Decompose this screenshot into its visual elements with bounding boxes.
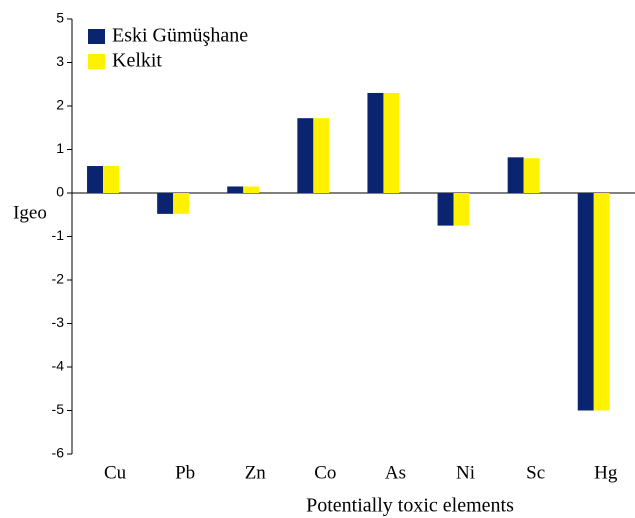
bar xyxy=(437,193,454,226)
x-tick-label: As xyxy=(385,462,406,483)
bar xyxy=(297,118,314,193)
bar xyxy=(367,92,384,193)
y-tick-label: -5 xyxy=(52,401,65,417)
y-tick-label: -4 xyxy=(52,358,65,374)
y-tick-label: 3 xyxy=(56,53,64,69)
y-axis-label: Igeo xyxy=(13,202,47,223)
bar xyxy=(383,92,400,193)
bar xyxy=(577,193,594,411)
bar xyxy=(523,158,540,193)
bar xyxy=(593,193,610,411)
bar xyxy=(87,166,104,193)
bar xyxy=(173,193,190,214)
x-tick-label: Hg xyxy=(594,462,618,483)
x-tick-label: Co xyxy=(314,462,336,483)
x-tick-label: Cu xyxy=(104,462,127,483)
x-tick-label: Pb xyxy=(175,462,195,483)
y-tick-label: -6 xyxy=(52,445,65,461)
legend-swatch xyxy=(88,29,105,44)
y-tick-label: -1 xyxy=(52,227,65,243)
x-tick-label: Sc xyxy=(526,462,545,483)
y-tick-label: -2 xyxy=(52,271,65,287)
legend-swatch xyxy=(88,54,105,69)
x-tick-label: Ni xyxy=(456,462,475,483)
x-axis-label: Potentially toxic elements xyxy=(306,495,514,517)
bar xyxy=(227,186,244,193)
y-tick-label: 5 xyxy=(56,10,64,26)
y-tick-label: 2 xyxy=(56,97,64,113)
bar xyxy=(243,186,260,193)
legend-label: Kelkit xyxy=(112,50,162,72)
bar xyxy=(507,157,524,193)
bar xyxy=(103,166,120,193)
y-tick-label: 1 xyxy=(56,140,64,156)
y-tick-label: 0 xyxy=(56,184,64,200)
x-tick-label: Zn xyxy=(245,462,267,483)
bar xyxy=(453,193,470,226)
bar xyxy=(157,193,174,214)
legend-label: Eski Gümüşhane xyxy=(112,25,248,47)
y-tick-label: -3 xyxy=(52,314,65,330)
bar xyxy=(313,118,330,193)
